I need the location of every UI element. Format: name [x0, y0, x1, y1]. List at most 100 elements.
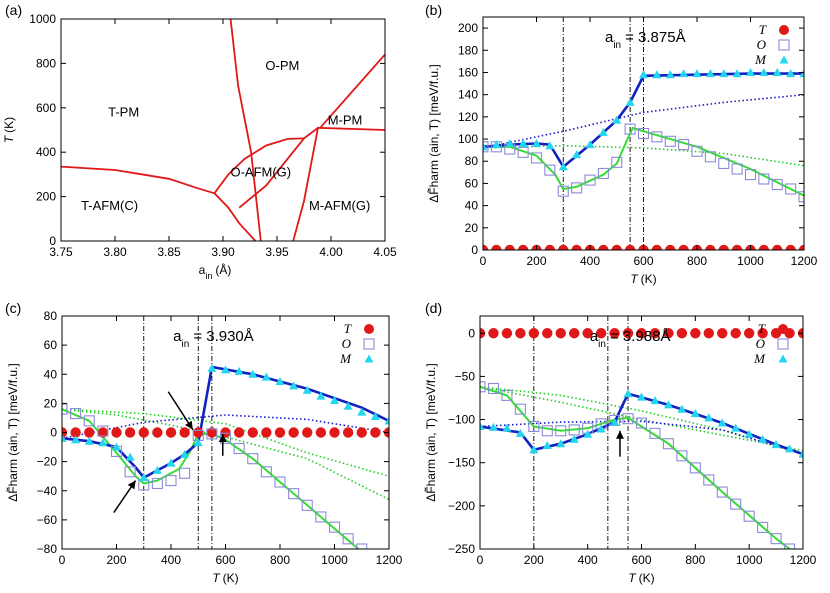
annotation-value: = 3.875Å [625, 29, 685, 46]
y-tick-label: 200 [458, 21, 478, 35]
marker-m [610, 417, 620, 426]
y-tick-label: −40 [37, 484, 58, 498]
marker-t [517, 244, 529, 250]
phase-boundary [303, 127, 319, 140]
marker-t [274, 427, 286, 438]
y-tick-label: 0 [471, 243, 478, 257]
x-tick-label: 3.75 [49, 245, 73, 259]
y-tick-label: 120 [458, 110, 478, 124]
y-tick-label: 140 [458, 88, 478, 102]
marker-t [678, 244, 689, 250]
y-tick-label: 160 [458, 65, 478, 79]
marker-t [515, 328, 526, 339]
marker-o [678, 139, 690, 151]
marker-m [483, 142, 488, 151]
marker-m [677, 404, 687, 413]
region-label: T-AFM(C) [81, 198, 138, 213]
x-tick-label: 3.95 [265, 245, 289, 259]
marker-o [730, 498, 742, 510]
marker-o [219, 432, 232, 444]
marker-m [542, 440, 552, 449]
marker-m [772, 67, 782, 76]
marker-m [207, 363, 217, 372]
marker-o [247, 453, 259, 465]
marker-o [771, 178, 783, 191]
panel-d: (d) 0 200 400 600 800 1000 1200 −250 −200 −150 −100… [423, 300, 817, 585]
fit-line-m [62, 365, 389, 480]
marker-o [770, 533, 782, 545]
marker-t [504, 244, 515, 250]
marker-o [635, 417, 648, 429]
annotation-sub: in [598, 339, 606, 350]
marker-o [83, 415, 95, 427]
phase-boundary [238, 137, 305, 209]
arrow-head [185, 420, 193, 430]
y-tick-label: 60 [465, 176, 479, 190]
x-tick-label: 1000 [736, 553, 763, 567]
y-tick-label: −150 [448, 456, 475, 470]
y-tick-label: 180 [458, 43, 478, 57]
phase-boundary [61, 165, 215, 195]
marker-t [609, 328, 620, 339]
marker-m [275, 377, 285, 386]
marker-t [772, 244, 783, 250]
x-tick-label: 4.05 [373, 245, 397, 259]
marker-m [623, 389, 633, 398]
arrow-head [615, 430, 624, 439]
marker-m [744, 429, 754, 438]
marker-m [785, 444, 795, 453]
marker-t [676, 328, 688, 339]
marker-t [233, 427, 245, 438]
y-tick-label: 600 [36, 101, 56, 115]
marker-m [732, 69, 742, 78]
y-tick-label: −20 [37, 455, 58, 469]
annotation-value: = 3.988Å [610, 328, 670, 345]
legend-label: T [758, 321, 766, 336]
marker-t [743, 328, 755, 339]
marker-m [746, 67, 755, 76]
y-tick-label: 200 [36, 190, 56, 204]
marker-m [289, 381, 299, 390]
x-tick-label: 4.00 [319, 245, 343, 259]
marker-m [515, 428, 525, 437]
x-tick-label: 200 [526, 254, 546, 268]
marker-m [518, 138, 528, 147]
x-tick-label: 800 [687, 254, 707, 268]
panel-c: (c) 0 200 400 600 800 1000 1200 −80 −60 −40 −20 0 20 4… [5, 300, 403, 585]
y-axis-label-unit: (K) [2, 117, 16, 133]
marker-t [491, 244, 502, 250]
x-tick-label: 1000 [321, 553, 348, 567]
marker-m [692, 69, 702, 78]
x-tick-label: 200 [106, 553, 126, 567]
marker-t [528, 328, 540, 339]
marker-m [569, 434, 579, 443]
region-label: M-AFM(G) [309, 198, 370, 213]
y-tick-label: 20 [44, 396, 58, 410]
marker-o [70, 408, 82, 420]
marker-o [233, 442, 245, 455]
marker-t [315, 427, 327, 438]
marker-m [316, 391, 326, 400]
marker-m [650, 396, 660, 405]
marker-o [731, 163, 743, 175]
marker-t [757, 328, 768, 339]
arrow-head [218, 433, 227, 442]
marker-t [582, 328, 593, 339]
marker-t [288, 427, 299, 438]
lattice-annotation: ain = 3.930Å [173, 328, 254, 350]
legend-label: T [759, 22, 767, 37]
marker-o [597, 167, 609, 179]
panel-label: (c) [5, 300, 21, 316]
marker-o [206, 428, 218, 440]
phase-boundary [213, 137, 305, 194]
marker-m [679, 69, 689, 78]
x-axis-label-main: T [628, 571, 637, 585]
x-tick-label: 800 [685, 553, 705, 567]
marker-m [248, 369, 258, 378]
x-axis-label: T (K) [628, 571, 654, 585]
region-label: T-PM [108, 105, 139, 120]
marker-t [206, 427, 218, 438]
marker-m [719, 69, 729, 78]
y-axis-label-main: T [2, 134, 16, 143]
marker-o [62, 403, 68, 415]
